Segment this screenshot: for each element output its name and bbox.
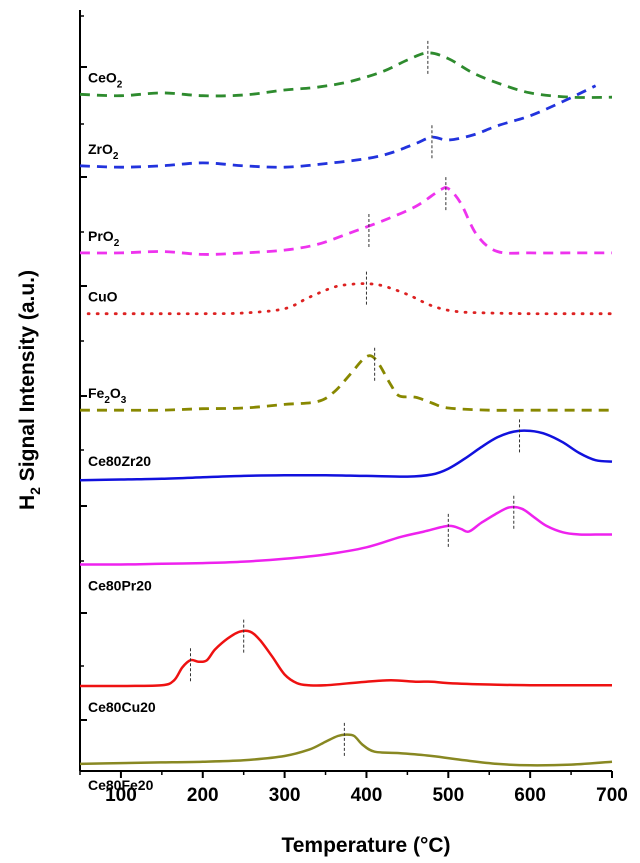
y-axis-label-sub: 2 (27, 487, 43, 495)
x-tick-label: 300 (269, 785, 301, 806)
x-tick-label: 100 (105, 785, 137, 806)
x-tick-label: 700 (596, 785, 628, 806)
series-label-2: PrO2 (88, 228, 120, 249)
series-line-6 (79, 505, 612, 566)
series-label-8: Ce80Fe20 (88, 777, 154, 793)
series-label-sub2: 3 (121, 395, 127, 406)
series-line-4 (80, 354, 612, 412)
series-label-name: CeO (88, 69, 117, 85)
series-label-sub: 2 (114, 238, 120, 249)
series-label-1: ZrO2 (88, 141, 119, 162)
y-axis-label: H2 Signal Intensity (a.u.) (16, 270, 43, 510)
x-tick-label: 200 (187, 785, 219, 806)
series-line-8 (79, 733, 613, 767)
x-axis-label: Temperature (°C) (281, 834, 450, 857)
series-label-name: PrO (88, 228, 114, 244)
series-label-name: CuO (88, 289, 118, 305)
series-label-name2: O (110, 385, 121, 401)
series-label-name: Ce80Fe20 (88, 777, 154, 793)
series-label-4: Fe2O3 (88, 385, 127, 406)
series-label-sub: 2 (113, 151, 119, 162)
series-label-sub: 2 (104, 395, 110, 406)
series-line-0 (79, 51, 613, 99)
x-tick-label: 500 (432, 785, 464, 806)
axes: 100 200 300 400 500 600 700 (79, 10, 628, 806)
series-line-2 (79, 185, 612, 256)
series-label-7: Ce80Cu20 (88, 699, 156, 715)
series-label-name: Fe (88, 385, 105, 401)
series-line-3 (86, 282, 614, 316)
series-label-sub: 2 (117, 79, 123, 90)
series-line-1 (79, 84, 597, 169)
series-label-0: CeO2 (88, 69, 123, 90)
y-axis-label-rest: Signal Intensity (a.u.) (16, 270, 39, 487)
series-label-3: CuO (88, 289, 118, 305)
y-axis-label-main: H (16, 495, 39, 510)
series-line-5 (79, 429, 613, 482)
x-tick-label: 400 (351, 785, 383, 806)
series-layer (79, 40, 614, 767)
series-label-5: Ce80Zr20 (88, 453, 151, 469)
series-label-name: Ce80Pr20 (88, 577, 152, 593)
series-label-name: Ce80Cu20 (88, 699, 156, 715)
series-label-name: ZrO (88, 141, 113, 157)
labels-layer: CeO2ZrO2PrO2CuOFe2O3Ce80Zr20Ce80Pr20Ce80… (88, 69, 156, 793)
series-line-7 (79, 629, 612, 688)
series-label-name: Ce80Zr20 (88, 453, 151, 469)
series-label-6: Ce80Pr20 (88, 577, 152, 593)
x-tick-label: 600 (514, 785, 546, 806)
